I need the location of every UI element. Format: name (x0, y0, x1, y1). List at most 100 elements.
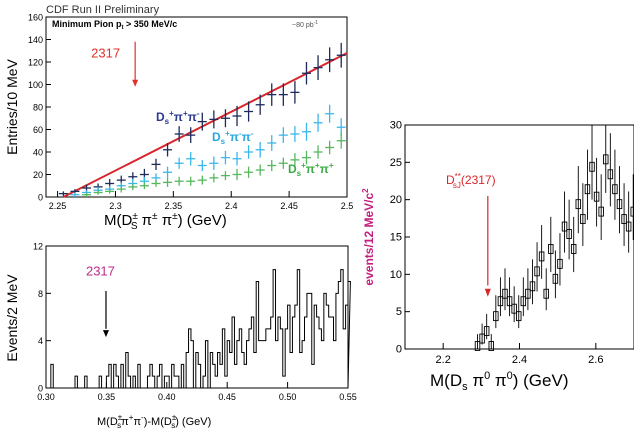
right-data-point (493, 295, 499, 329)
x-tick-label: 0.30 (37, 392, 55, 402)
y-tick-label: 0 (396, 344, 402, 356)
annotation-2317-bottom: 2317 (86, 264, 115, 279)
y-tick-label: 40 (33, 148, 43, 158)
right-y-axis-label: events/12 MeV/c2 (361, 188, 376, 286)
legend-dspipi-opposite: Ds+π+π- (156, 109, 200, 126)
right-data-point (584, 149, 591, 220)
series-0-point (58, 191, 68, 196)
series-0-point (244, 101, 254, 122)
right-data-point (525, 268, 531, 311)
right-data-point (543, 268, 549, 311)
series-2-point (93, 190, 103, 195)
series-1-point (232, 152, 242, 166)
series-0-point (325, 47, 335, 73)
right-data-point (598, 174, 604, 240)
x-tick-label: 2.4 (225, 201, 238, 211)
y-tick-label: 140 (28, 35, 43, 45)
series-0-point (278, 83, 288, 106)
x-tick-label: 0.35 (98, 392, 116, 402)
right-data-point (506, 277, 513, 317)
series-2-point (116, 185, 126, 193)
right-chart: 0 5 10 15 20 25 30 2.2 2.4 2.6 D** sJ(2317) M(Ds … (361, 120, 634, 393)
right-data-point (474, 334, 481, 351)
right-data-point (612, 149, 618, 220)
right-data-point (603, 125, 609, 193)
right-data-point (607, 133, 614, 207)
series-1-point (209, 156, 219, 170)
series-2-point (244, 166, 254, 178)
series-1-point (163, 166, 173, 178)
y-tick-label: 20 (33, 170, 43, 180)
right-data-point (557, 233, 563, 286)
right-data-point (483, 313, 490, 340)
y-tick-label: 15 (390, 232, 402, 244)
series-2-point (163, 177, 173, 187)
bottom-left-y-axis-label: Events/2 MeV (4, 274, 20, 362)
right-data-point (621, 183, 627, 246)
luminosity-note: ~80 pb-1 (292, 20, 318, 29)
right-plot-frame (404, 124, 634, 350)
series-2-point (82, 192, 92, 197)
y-tick-label: 12 (33, 242, 43, 252)
series-1-point (313, 113, 323, 132)
y-tick-label: 25 (390, 157, 402, 169)
right-data-point (561, 191, 568, 253)
series-0-point (232, 105, 242, 127)
y-tick-label: 160 (28, 13, 43, 23)
top-left-chart: CDF Run II Preliminary Minimum Pion pt >… (4, 4, 353, 232)
series-2-point (128, 183, 138, 191)
right-data-point (548, 216, 554, 273)
series-0-point (336, 42, 346, 68)
top-left-y-axis-label: Entries/10 MeV (4, 58, 20, 154)
x-tick-label: 0.55 (339, 392, 357, 402)
series-1-point (174, 157, 184, 169)
top-left-plot-frame (45, 16, 348, 198)
x-tick-label: 2.6 (588, 354, 603, 366)
series-1-point (267, 135, 277, 151)
fit-line (62, 52, 348, 198)
y-tick-label: 30 (390, 120, 402, 132)
series-1-point (278, 127, 288, 143)
right-data-point (570, 216, 577, 273)
series-2-point (220, 171, 230, 181)
x-tick-label: 2.2 (436, 354, 451, 366)
top-left-chart-title: Minimum Pion pt > 350 MeV/c (52, 19, 177, 31)
right-data-point (534, 242, 540, 292)
series-0-point (313, 55, 323, 80)
series-2-point (278, 157, 288, 169)
series-2-point (232, 168, 242, 181)
y-tick-label: 20 (390, 194, 402, 206)
annotation-arrowhead-right (484, 288, 491, 297)
annotation-dsj-2317: D** sJ(2317) (446, 172, 496, 190)
x-tick-label: 2.4 (512, 354, 527, 366)
y-tick-label: 4 (38, 336, 43, 346)
series-1-point (290, 126, 300, 142)
right-data-point (566, 199, 572, 260)
right-data-point (511, 286, 517, 323)
series-1-point (301, 122, 311, 141)
series-1-point (325, 104, 335, 123)
x-tick-label: 2.3 (109, 201, 122, 211)
right-data-point (580, 183, 586, 246)
series-0-point (209, 110, 219, 129)
x-tick-label: 2.45 (280, 201, 298, 211)
series-2-point (255, 164, 265, 176)
series-2-point (325, 140, 335, 155)
right-data-point (479, 323, 485, 345)
x-tick-label: 0.50 (279, 392, 297, 402)
bottom-histogram (46, 269, 351, 389)
right-data-point (520, 277, 527, 317)
series-2-point (174, 176, 184, 186)
top-left-x-axis-label: M(D± S π± π±) (GeV) (104, 211, 227, 232)
right-data-point (497, 277, 504, 317)
y-tick-label: 0 (38, 384, 43, 394)
y-tick-label: 120 (28, 58, 43, 68)
series-2-point (186, 176, 196, 186)
series-2-point (197, 175, 207, 185)
y-tick-label: 100 (28, 80, 43, 90)
right-data-point (589, 125, 595, 200)
right-data-point (515, 295, 522, 329)
y-tick-label: 10 (390, 269, 402, 281)
series-0-point (220, 109, 230, 128)
series-2-point (290, 153, 300, 167)
